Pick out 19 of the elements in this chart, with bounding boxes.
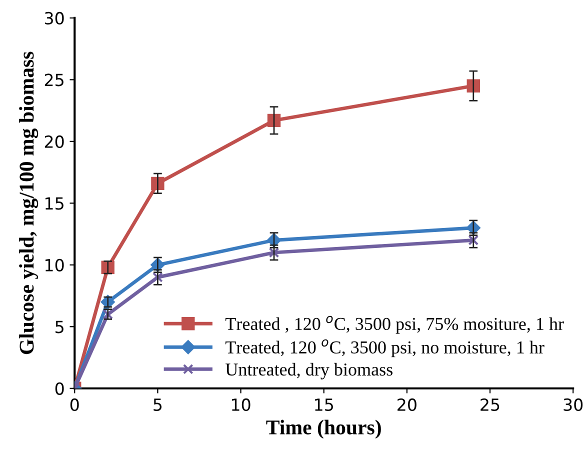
- y-tick-label: 0: [55, 382, 64, 395]
- x-tick-label: 15: [315, 398, 334, 412]
- legend-label: Treated, 120 $^{o}$C, 3500 psi, no moisture, 1 hr: [225, 339, 544, 358]
- legend-label: Treated , 120 $^{o}$C, 3500 psi, 75% mositure, 1 hr: [225, 316, 564, 334]
- legend-label: Untreated, dry biomass: [226, 362, 392, 380]
- y-tick-label: 30: [44, 12, 64, 25]
- x-tick-label: 10: [232, 398, 250, 412]
- y-axis-title: Glucose yield, mg/100 mg biomass: [19, 52, 38, 354]
- y-tick-label: 15: [46, 197, 64, 210]
- y-tick-label: 10: [46, 258, 64, 272]
- x-tick-label: 20: [398, 398, 416, 412]
- x-tick-label: 0: [70, 398, 79, 412]
- y-tick-label: 20: [44, 135, 64, 148]
- y-tick-label: 5: [56, 320, 64, 334]
- x-tick-label: 25: [480, 398, 500, 412]
- x-axis-title: Time (hours): [266, 420, 381, 439]
- y-tick-label: 25: [44, 74, 64, 86]
- x-tick-label: 5: [154, 398, 162, 412]
- x-tick-label: 30: [564, 398, 583, 412]
